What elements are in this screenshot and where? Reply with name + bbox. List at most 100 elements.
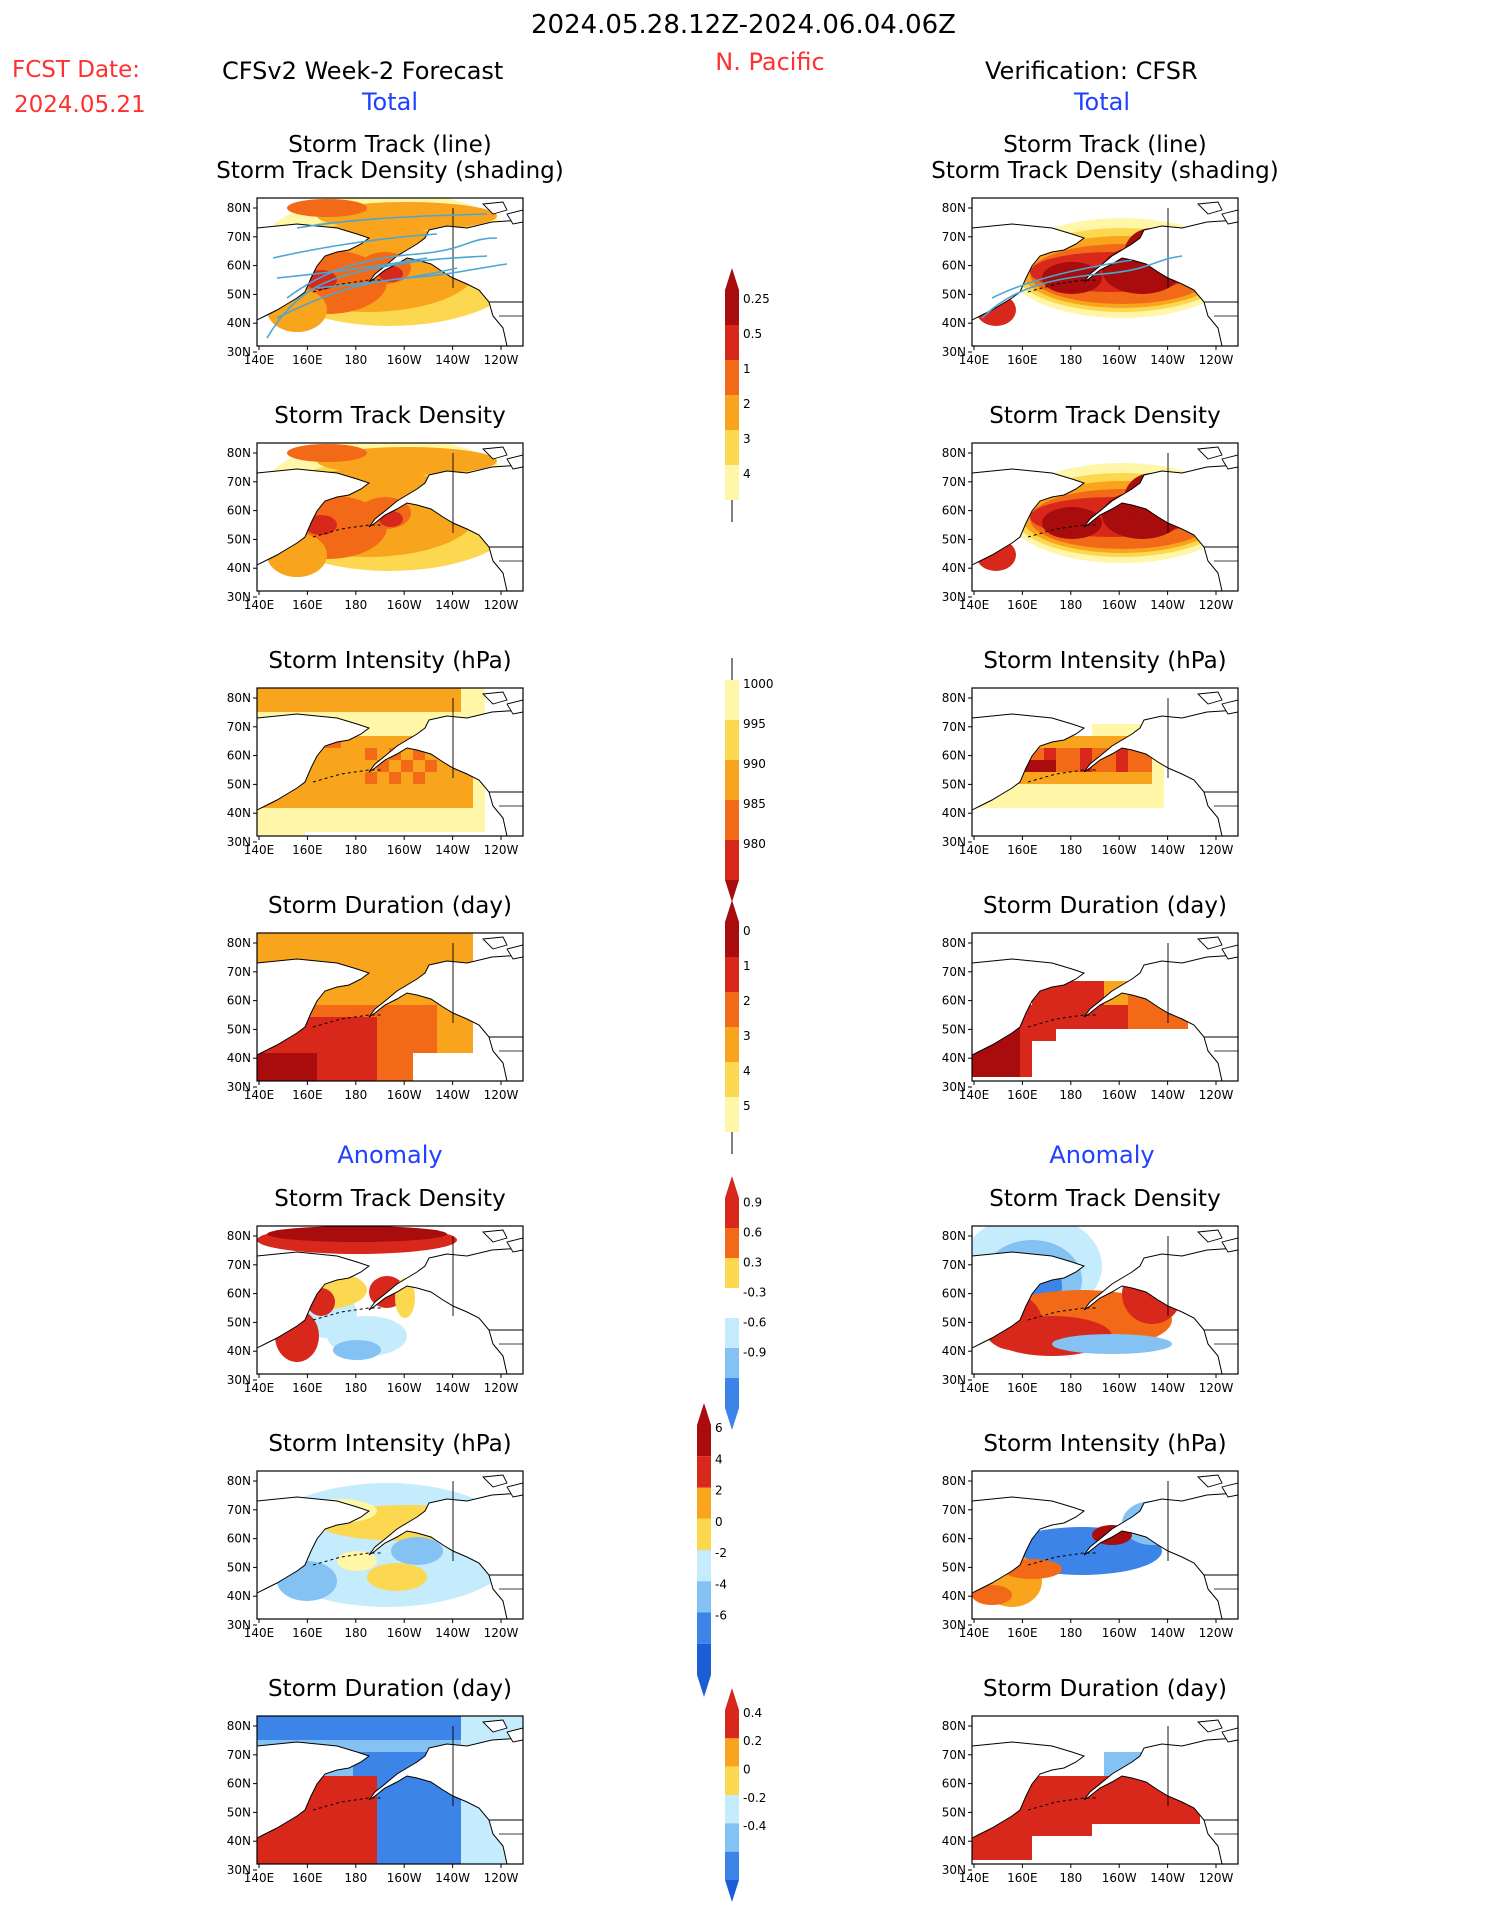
lon-tick-label: 160E [292, 598, 323, 612]
lat-tick-label: 80N [227, 446, 251, 460]
lon-tick-label: 140E [959, 1871, 990, 1885]
colorbar-label: -0.2 [743, 1791, 766, 1805]
lon-tick-label: 160E [1007, 1626, 1038, 1640]
colorbar-arrow [725, 900, 739, 922]
colorbar-label: -0.9 [743, 1346, 766, 1360]
lat-tick-label: 30N [227, 835, 251, 849]
lon-tick-label: 180 [1059, 1381, 1082, 1395]
colorbar-swatch [725, 1288, 739, 1318]
lat-tick-label: 50N [227, 777, 251, 791]
lat-tick-label: 60N [227, 1287, 251, 1301]
lon-tick-label: 140W [435, 1871, 470, 1885]
lon-tick-label: 120W [1199, 1871, 1234, 1885]
lon-tick-label: 120W [484, 843, 519, 857]
colorbar-swatch [725, 992, 739, 1027]
lat-tick-label: 80N [227, 936, 251, 950]
lat-tick-label: 50N [227, 532, 251, 546]
colorbar-arrow [725, 1688, 739, 1710]
lat-tick-label: 80N [942, 691, 966, 705]
colorbar-label: 3 [743, 432, 751, 446]
colorbar-density-total: 0.25 0.5 1 2 3 4 [725, 268, 770, 522]
lon-tick-label: 160W [387, 843, 422, 857]
lat-tick-label: 80N [227, 1229, 251, 1243]
colorbar-label: 0.9 [743, 1196, 762, 1210]
panel-title: Storm Track Density [274, 403, 506, 429]
lon-tick-label: 160W [387, 1088, 422, 1102]
fcst-date-label: FCST Date: [12, 57, 140, 83]
lat-tick-label: 60N [942, 504, 966, 518]
lat-tick-label: 40N [227, 1344, 251, 1358]
lat-tick-label: 50N [227, 1805, 251, 1819]
anomaly-label-forecast: Anomaly [337, 1141, 443, 1169]
lon-tick-label: 180 [1059, 1626, 1082, 1640]
lon-tick-label: 160W [1102, 353, 1137, 367]
lon-tick-label: 160W [1102, 1871, 1137, 1885]
lon-tick-label: 140W [435, 598, 470, 612]
colorbar-label: 0 [743, 924, 751, 938]
lon-tick-label: 160W [1102, 1088, 1137, 1102]
lon-tick-label: 160W [1102, 598, 1137, 612]
colorbar-swatch [725, 1062, 739, 1097]
colorbar-label: 0 [743, 1763, 751, 1777]
lon-tick-label: 160E [292, 1626, 323, 1640]
colorbar-label: 3 [743, 1029, 751, 1043]
colorbar-duration-total: 0 1 2 3 4 5 [725, 900, 751, 1154]
colorbar-label: 980 [743, 837, 766, 851]
lon-tick-label: 140W [1150, 1871, 1185, 1885]
colorbar-label: 0 [715, 1515, 723, 1529]
colorbar-swatch [697, 1518, 711, 1550]
lat-tick-label: 50N [227, 1315, 251, 1329]
lat-tick-label: 80N [942, 1229, 966, 1243]
lon-tick-label: 180 [344, 598, 367, 612]
lat-tick-label: 60N [942, 1287, 966, 1301]
forecast-column-title: CFSv2 Week-2 Forecast [222, 57, 504, 85]
lon-tick-label: 160E [292, 1088, 323, 1102]
colorbar-swatch [725, 325, 739, 360]
storm-track-line [272, 233, 438, 259]
lon-tick-label: 120W [1199, 353, 1234, 367]
panel-title: Storm Duration (day) [268, 1676, 512, 1702]
lat-tick-label: 50N [942, 1022, 966, 1036]
colorbar-label: 4 [715, 1452, 723, 1466]
lon-tick-label: 180 [1059, 353, 1082, 367]
colorbar-swatch [725, 395, 739, 430]
lat-tick-label: 60N [227, 994, 251, 1008]
colorbar-label: 0.3 [743, 1256, 762, 1270]
lon-tick-label: 180 [344, 353, 367, 367]
lon-tick-label: 140W [1150, 598, 1185, 612]
lon-tick-label: 180 [344, 1871, 367, 1885]
date-range-title: 2024.05.28.12Z-2024.06.04.06Z [531, 10, 956, 40]
colorbar-swatch [725, 360, 739, 395]
colorbar-label: -0.3 [743, 1286, 766, 1300]
lat-tick-label: 60N [942, 259, 966, 273]
lat-tick-label: 30N [942, 345, 966, 359]
lat-tick-label: 70N [942, 475, 966, 489]
lon-tick-label: 180 [344, 1626, 367, 1640]
lat-tick-label: 40N [942, 1344, 966, 1358]
lat-tick-label: 70N [227, 475, 251, 489]
colorbar-arrow [697, 1675, 711, 1697]
lat-tick-label: 30N [942, 1618, 966, 1632]
panel-title: Storm Track Density [989, 1186, 1221, 1212]
lon-tick-label: 160E [1007, 1088, 1038, 1102]
lat-tick-label: 80N [227, 1719, 251, 1733]
lat-tick-label: 80N [227, 1474, 251, 1488]
lon-tick-label: 140E [244, 1381, 275, 1395]
lon-tick-label: 140E [244, 1626, 275, 1640]
lon-tick-label: 160W [387, 353, 422, 367]
lon-tick-label: 140E [244, 1088, 275, 1102]
lat-tick-label: 30N [227, 1080, 251, 1094]
lat-tick-label: 30N [942, 590, 966, 604]
lat-tick-label: 40N [942, 1051, 966, 1065]
colorbar-swatch [725, 1228, 739, 1258]
storm-track-line [316, 267, 458, 289]
colorbar-label: 0.4 [743, 1706, 762, 1720]
lon-tick-label: 140W [1150, 1088, 1185, 1102]
lat-tick-label: 70N [227, 965, 251, 979]
lat-tick-label: 60N [942, 749, 966, 763]
lon-tick-label: 160W [387, 1626, 422, 1640]
colorbar-swatch [725, 465, 739, 500]
lon-tick-label: 160E [1007, 1381, 1038, 1395]
